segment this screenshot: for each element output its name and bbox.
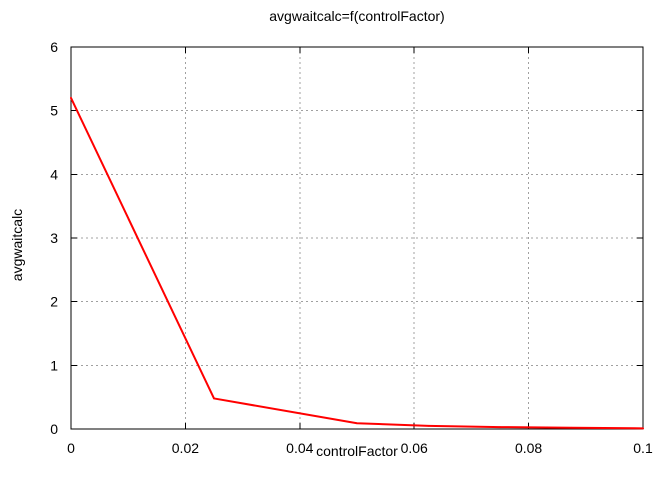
y-axis-label: avgwaitcalc bbox=[9, 209, 25, 281]
x-tick-label: 0.08 bbox=[515, 440, 542, 456]
x-tick-label: 0.04 bbox=[286, 440, 313, 456]
y-tick-label: 6 bbox=[50, 39, 58, 55]
chart-title: avgwaitcalc=f(controlFactor) bbox=[269, 8, 444, 24]
y-tick-label: 5 bbox=[50, 103, 58, 119]
x-tick-label: 0.06 bbox=[401, 440, 428, 456]
data-point bbox=[213, 397, 215, 400]
y-tick-label: 0 bbox=[50, 421, 58, 437]
data-point bbox=[356, 422, 358, 425]
data-point bbox=[427, 425, 430, 427]
data-point bbox=[642, 427, 644, 430]
data-point bbox=[570, 426, 573, 429]
y-tick-label: 2 bbox=[50, 294, 58, 310]
data-point bbox=[499, 426, 501, 428]
series-layer bbox=[70, 96, 644, 430]
x-tick-label: 0.1 bbox=[633, 440, 653, 456]
x-tick-label: 0.02 bbox=[172, 440, 199, 456]
x-axis-tick-labels: 0 0.02 0.04 0.06 0.08 0.1 bbox=[67, 440, 653, 456]
x-axis-label: controlFactor bbox=[316, 443, 398, 459]
grid-lines bbox=[71, 47, 643, 429]
series-line bbox=[70, 96, 644, 430]
data-point bbox=[70, 97, 72, 99]
y-axis-tick-labels: 0 1 2 3 4 5 6 bbox=[50, 39, 58, 437]
x-tick-label: 0 bbox=[67, 440, 75, 456]
y-tick-label: 4 bbox=[50, 166, 58, 182]
y-tick-label: 3 bbox=[50, 230, 58, 246]
y-tick-label: 1 bbox=[50, 357, 58, 373]
